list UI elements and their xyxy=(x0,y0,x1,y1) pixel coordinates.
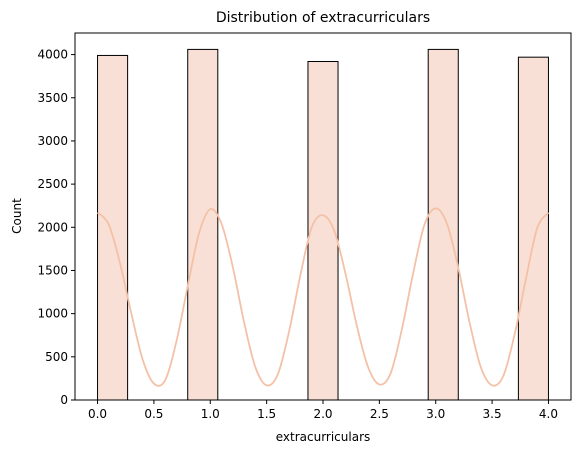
y-tick-label: 2500 xyxy=(37,177,68,191)
histogram-bar-4 xyxy=(517,56,549,401)
histogram-bar-3 xyxy=(427,48,459,401)
y-tick-label: 4000 xyxy=(37,48,68,62)
x-tick-label: 3.5 xyxy=(483,407,502,421)
x-tick-label: 0.5 xyxy=(144,407,163,421)
y-tick-label: 1500 xyxy=(37,263,68,277)
y-axis-title: Count xyxy=(10,198,24,234)
x-axis: 0.0 0.5 1.0 1.5 2.0 2.5 3.0 3.5 4.0 xyxy=(88,400,558,421)
histogram-bar-2 xyxy=(307,60,339,401)
x-tick-label: 1.5 xyxy=(257,407,276,421)
x-tick-label: 1.0 xyxy=(201,407,220,421)
y-tick-label: 500 xyxy=(45,350,68,364)
y-tick-label: 1000 xyxy=(37,307,68,321)
bars-layer xyxy=(97,48,549,401)
x-tick-label: 0.0 xyxy=(88,407,107,421)
x-tick-label: 3.0 xyxy=(426,407,445,421)
histogram-bar-1 xyxy=(187,48,219,401)
x-tick-label: 2.5 xyxy=(370,407,389,421)
x-axis-title: extracurriculars xyxy=(276,430,371,444)
kde-curve xyxy=(96,207,550,387)
y-tick-label: 3000 xyxy=(37,134,68,148)
y-tick-label: 2000 xyxy=(37,220,68,234)
y-tick-label: 3500 xyxy=(37,91,68,105)
x-tick-label: 4.0 xyxy=(539,407,558,421)
y-tick-label: 0 xyxy=(60,393,68,407)
histogram-bar-0 xyxy=(97,54,129,401)
x-tick-label: 2.0 xyxy=(313,407,332,421)
y-axis: 0 500 1000 1500 2000 2500 3000 3500 4000 xyxy=(37,48,75,407)
chart-title: Distribution of extracurriculars xyxy=(216,10,430,26)
